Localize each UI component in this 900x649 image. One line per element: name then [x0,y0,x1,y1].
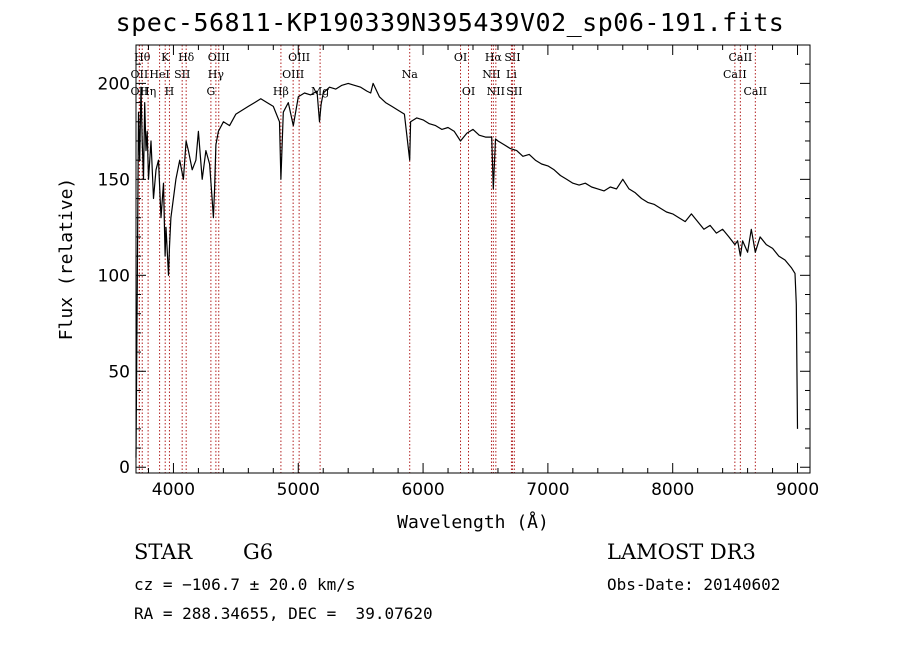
spectrum-line [135,82,799,458]
x-tick-label-5000: 5000 [277,480,320,500]
line-label-10: Hγ [208,68,225,81]
line-label-15: Mg [311,85,329,98]
x-tick-label-6000: 6000 [401,480,444,500]
line-label-22: Li [506,68,517,81]
object-subclass: G6 [243,540,274,564]
cz-value: cz = −106.7 ± 20.0 km/s [134,575,356,594]
x-tick-label-8000: 8000 [651,480,694,500]
y-tick-label-50: 50 [108,362,130,382]
line-label-27: CaII [743,85,767,98]
x-axis-label: Wavelength (Å) [397,511,549,533]
survey-label: LAMOST DR3 [607,540,756,564]
line-label-6: H [165,85,175,98]
x-tick-label-9000: 9000 [776,480,819,500]
line-label-18: OI [462,85,475,98]
line-label-3: Hη [140,85,156,98]
line-label-4: HeI [149,68,169,81]
object-class: STAR [134,540,193,564]
chart-title: spec-56811-KP190339N395439V02_sp06-191.f… [115,8,785,37]
y-tick-label-100: 100 [98,266,130,286]
y-tick-label-0: 0 [119,458,130,478]
line-label-17: OI [454,51,467,64]
line-label-5: K [161,51,170,64]
line-label-9: G [206,85,215,98]
line-label-14: OIII [288,51,310,64]
line-label-13: OIII [282,68,304,81]
ra-dec: RA = 288.34655, DEC = 39.07620 [134,604,433,623]
line-label-21: NII [487,85,505,98]
line-label-8: Hδ [178,51,195,64]
line-label-2: OII [131,85,149,98]
line-label-20: Hα [485,51,503,64]
line-label-24: SII [506,85,522,98]
y-axis-label: Flux (relative) [56,178,77,341]
line-label-23: SII [504,51,520,64]
line-label-12: Hβ [273,85,289,98]
line-label-7: SII [174,68,190,81]
plot-frame [135,44,811,474]
line-label-19: NII [482,68,500,81]
line-label-11: OIII [208,51,230,64]
x-tick-label-7000: 7000 [526,480,569,500]
x-tick-label-4000: 4000 [152,480,195,500]
line-label-25: CaII [723,68,747,81]
y-tick-label-150: 150 [98,170,130,190]
obs-date: Obs-Date: 20140602 [607,575,781,594]
line-label-26: CaII [729,51,753,64]
line-label-16: Na [402,68,419,81]
line-label-0: Hθ [134,51,151,64]
y-tick-label-200: 200 [98,74,130,94]
